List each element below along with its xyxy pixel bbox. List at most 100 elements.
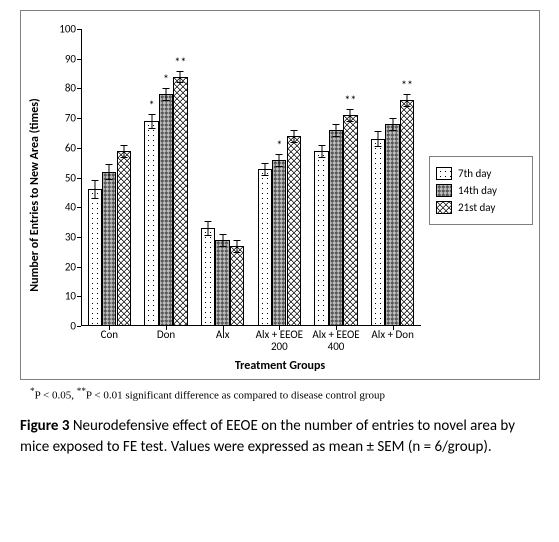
error-cap [333,136,340,137]
bar [272,160,286,326]
significance-marker: ** [344,95,356,107]
y-tick-label: 20 [46,260,76,273]
error-cap [219,246,226,247]
bar [371,139,385,326]
error-cap [163,100,170,101]
error-cap [261,175,268,176]
bar [258,169,272,326]
error-cap [148,114,155,115]
x-tick-label: Con [101,329,118,341]
bar [230,246,244,326]
bar [117,151,131,326]
error-cap [148,128,155,129]
bar [159,94,173,326]
x-axis-line [81,325,421,326]
y-tick [77,296,81,297]
y-tick [77,326,81,327]
y-tick-label: 80 [46,82,76,95]
legend-swatch-14th [436,184,452,197]
figure-wrap: Number of Entries to New Area (times) 0 1… [0,0,559,542]
error-cap [389,118,396,119]
y-tick-label: 70 [46,112,76,125]
y-axis-title: Number of Entries to New Area (times) [28,98,42,292]
legend-item: 14th day [436,184,526,197]
y-axis-line [81,29,82,326]
error-bar [123,145,124,157]
error-bar [109,164,110,179]
y-tick [77,88,81,89]
y-tick-label: 30 [46,230,76,243]
legend-label: 14th day [458,184,497,197]
significance-footnote: *P < 0.05, **P < 0.01 significant differ… [30,386,547,402]
error-bar [293,130,294,142]
error-cap [163,88,170,89]
y-tick [77,118,81,119]
error-cap [205,221,212,222]
y-tick-label: 50 [46,171,76,184]
error-cap [106,164,113,165]
error-cap [91,198,98,199]
error-cap [276,166,283,167]
x-tick-label: Don [157,329,175,341]
error-cap [347,121,354,122]
error-cap [375,146,382,147]
figure-caption: Figure 3 Neurodefensive effect of EEOE o… [20,416,539,458]
legend-label: 7th day [458,167,491,180]
significance-marker: ** [401,80,413,92]
error-bar [336,124,337,136]
error-cap [91,180,98,181]
error-bar [222,234,223,246]
error-bar [407,94,408,106]
error-cap [404,94,411,95]
error-bar [350,109,351,121]
figure-caption-text: Neurodefensive effect of EEOE on the num… [20,417,515,456]
bar [343,115,357,326]
x-tick-label: Alx + EEOE 400 [312,329,359,353]
y-tick-label: 90 [46,52,76,65]
y-tick [77,59,81,60]
bar [400,100,414,326]
error-bar [279,154,280,166]
y-tick [77,178,81,179]
error-cap [347,109,354,110]
y-tick-label: 100 [46,23,76,36]
error-cap [333,124,340,125]
legend-item: 7th day [436,167,526,180]
chart-panel: Number of Entries to New Area (times) 0 1… [20,10,540,380]
plot-area: 0102030405060708090100ConDon****AlxAlx +… [81,29,421,326]
bar [385,124,399,326]
error-bar [166,88,167,100]
error-cap [290,130,297,131]
significance-marker: * [149,100,155,112]
bar [88,189,102,326]
y-tick [77,237,81,238]
bar [215,240,229,326]
error-cap [177,71,184,72]
legend-label: 21st day [458,201,495,214]
y-tick [77,148,81,149]
bar [314,151,328,326]
error-cap [120,157,127,158]
bar [201,228,215,326]
bar [329,130,343,326]
error-cap [205,235,212,236]
y-tick-label: 40 [46,201,76,214]
figure-label: Figure 3 [20,417,69,435]
error-bar [151,114,152,129]
y-tick-label: 0 [46,320,76,333]
error-cap [276,154,283,155]
x-tick-label: Alx [216,329,230,341]
error-bar [208,221,209,236]
error-bar [94,180,95,198]
error-cap [219,234,226,235]
legend-item: 21st day [436,201,526,214]
error-bar [392,118,393,130]
x-tick-label: Alx + EEOE 200 [256,329,303,353]
y-tick-label: 60 [46,141,76,154]
legend-swatch-7th [436,167,452,180]
error-bar [264,163,265,175]
significance-marker: * [163,74,169,86]
y-tick [77,267,81,268]
bar [287,136,301,326]
bar [102,172,116,326]
